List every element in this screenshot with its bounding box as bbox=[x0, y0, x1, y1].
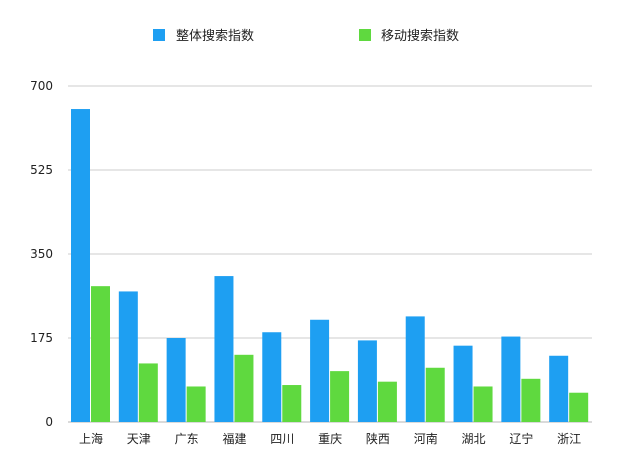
x-tick-label: 天津 bbox=[127, 432, 151, 446]
bars bbox=[71, 109, 589, 422]
x-tick-label: 湖北 bbox=[462, 431, 486, 446]
bar-series-1-8 bbox=[473, 386, 493, 422]
y-tick-label: 525 bbox=[30, 163, 53, 177]
bar-series-0-9 bbox=[501, 336, 521, 422]
y-axis-ticks: 0 175 350 525 700 bbox=[30, 79, 53, 429]
bar-series-0-10 bbox=[549, 355, 569, 422]
x-tick-label: 重庆 bbox=[318, 432, 342, 446]
bar-series-0-7 bbox=[405, 316, 425, 422]
x-axis-ticks: 上海 天津 广东 福建 四川 重庆 陕西 河南 湖北 辽宁 浙江 bbox=[79, 431, 581, 446]
bar-series-1-7 bbox=[425, 367, 445, 422]
y-tick-label: 350 bbox=[30, 247, 53, 261]
bar-series-1-5 bbox=[330, 371, 350, 422]
y-tick-label: 700 bbox=[30, 79, 53, 93]
bar-series-1-1 bbox=[138, 363, 158, 422]
bar-series-0-1 bbox=[118, 291, 138, 422]
bar-series-0-5 bbox=[310, 319, 330, 422]
x-tick-label: 福建 bbox=[222, 431, 246, 446]
legend-swatch-series-0 bbox=[153, 29, 165, 41]
legend-swatch-series-1 bbox=[359, 29, 371, 41]
bar-series-1-6 bbox=[377, 381, 397, 422]
legend-label-series-1: 移动搜索指数 bbox=[381, 29, 459, 44]
bar-series-0-0 bbox=[71, 109, 90, 422]
y-tick-label: 0 bbox=[45, 415, 53, 429]
x-tick-label: 陕西 bbox=[366, 431, 390, 446]
x-tick-label: 浙江 bbox=[557, 432, 581, 446]
bar-series-1-4 bbox=[282, 385, 302, 422]
legend-label-series-0: 整体搜索指数 bbox=[176, 29, 254, 44]
bar-series-1-3 bbox=[234, 354, 254, 422]
y-tick-label: 175 bbox=[30, 331, 53, 345]
x-tick-label: 上海 bbox=[79, 431, 103, 446]
bar-series-0-6 bbox=[357, 340, 377, 422]
bar-series-1-9 bbox=[521, 378, 541, 422]
bar-series-1-0 bbox=[91, 286, 110, 422]
bar-series-0-2 bbox=[166, 338, 186, 422]
bar-series-1-2 bbox=[186, 386, 206, 422]
legend: 整体搜索指数 移动搜索指数 bbox=[153, 29, 459, 44]
x-tick-label: 河南 bbox=[414, 431, 438, 446]
bar-series-0-4 bbox=[262, 332, 282, 422]
x-tick-label: 四川 bbox=[270, 432, 294, 446]
bar-series-0-8 bbox=[453, 345, 473, 422]
bar-series-1-10 bbox=[569, 392, 589, 422]
bar-series-0-3 bbox=[214, 276, 234, 422]
x-tick-label: 辽宁 bbox=[509, 431, 533, 446]
x-tick-label: 广东 bbox=[175, 432, 199, 446]
